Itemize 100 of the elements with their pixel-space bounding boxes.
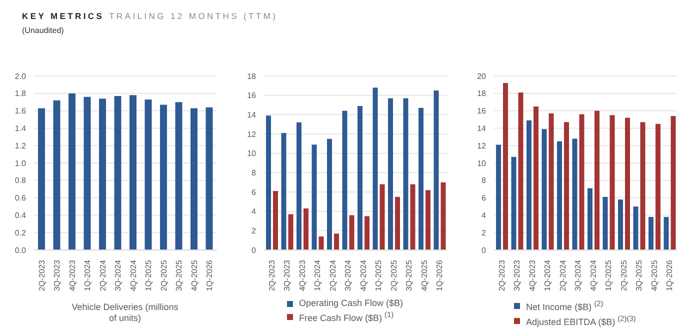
- y-tick-label: 4: [252, 207, 257, 216]
- bar: [496, 144, 501, 250]
- x-tick-label: 2Q-2024: [98, 259, 108, 292]
- legend-label: Adjusted EBITDA ($B) $^{(2)(3)}$: [526, 313, 636, 328]
- y-tick-label: 20: [477, 72, 487, 81]
- bar: [206, 107, 213, 250]
- x-tick-label: 1Q-2024: [313, 259, 322, 292]
- bar: [426, 190, 430, 250]
- bar: [304, 208, 308, 250]
- bar: [564, 122, 569, 250]
- bar: [144, 99, 152, 250]
- y-tick-label: 8: [482, 176, 487, 186]
- bar: [503, 82, 508, 250]
- bar: [84, 96, 91, 250]
- legend-label: Net Income ($B) $^{(2)}$: [526, 298, 604, 313]
- x-tick-label: 3Q-2024: [344, 259, 353, 292]
- y-tick-label: 0: [252, 246, 257, 255]
- bar: [175, 102, 182, 250]
- y-tick-label: 0: [482, 246, 487, 255]
- bar: [114, 96, 122, 250]
- bar: [342, 110, 348, 250]
- y-tick-label: 16: [247, 91, 257, 100]
- y-tick-label: 10: [477, 158, 487, 168]
- bar: [579, 114, 584, 250]
- y-tick-label: 18: [247, 72, 257, 81]
- x-tick-label: 3Q-2023: [282, 259, 292, 292]
- bar: [395, 196, 400, 250]
- bar: [273, 191, 278, 250]
- x-tick-label: 2Q-2024: [558, 259, 568, 292]
- bar: [557, 141, 562, 250]
- y-tick-label: 2: [482, 228, 487, 238]
- y-tick-label: 0.6: [14, 194, 27, 203]
- y-tick-label: 10: [247, 149, 257, 158]
- bar: [388, 98, 393, 250]
- x-tick-label: 2Q-2023: [497, 259, 506, 292]
- y-tick-label: 1.0: [14, 158, 27, 168]
- x-tick-label: 4Q-2025: [420, 259, 429, 292]
- x-tick-label: 3Q-2025: [404, 259, 414, 292]
- y-tick-label: 4: [482, 211, 487, 220]
- bar: [334, 234, 339, 250]
- bar: [68, 93, 76, 250]
- bar: [518, 92, 524, 250]
- bar: [572, 138, 578, 250]
- bar: [160, 104, 167, 250]
- bar: [633, 206, 638, 250]
- x-tick-label: 1Q-2026: [205, 259, 214, 292]
- bar: [434, 90, 439, 250]
- x-tick-label: 2Q-2025: [389, 259, 398, 292]
- bar: [380, 184, 385, 250]
- x-tick-label: 3Q-2023: [52, 259, 62, 292]
- x-tick-label: 3Q-2025: [634, 259, 644, 292]
- y-tick-label: 18: [477, 89, 487, 98]
- bar: [670, 116, 676, 250]
- y-tick-label: 0.4: [14, 211, 27, 220]
- bar: [656, 124, 660, 250]
- y-tick-label: 0.8: [14, 176, 27, 186]
- bar: [266, 116, 271, 250]
- bar: [312, 144, 317, 250]
- y-tick-label: 6: [482, 194, 487, 203]
- bar: [358, 106, 362, 250]
- y-tick-label: 14: [247, 110, 257, 120]
- x-tick-label: 3Q-2023: [512, 259, 522, 292]
- x-tick-label: 4Q-2024: [588, 259, 598, 292]
- bar: [594, 110, 600, 250]
- bar: [625, 118, 630, 250]
- x-tick-label: 4Q-2025: [650, 259, 659, 292]
- x-tick-label: 4Q-2023: [528, 259, 537, 292]
- bar: [548, 113, 554, 250]
- y-tick-label: 8: [252, 168, 257, 178]
- bar: [648, 216, 654, 250]
- bar: [664, 216, 669, 250]
- x-tick-label: 2Q-2024: [328, 259, 338, 292]
- bar: [602, 196, 608, 250]
- x-tick-label: 1Q-2024: [543, 259, 552, 292]
- y-tick-label: 0.0: [14, 246, 27, 255]
- x-tick-label: 2Q-2023: [37, 259, 46, 292]
- y-tick-label: 1.2: [14, 141, 27, 150]
- x-tick-label: 4Q-2024: [128, 259, 138, 292]
- x-tick-label: 1Q-2026: [435, 259, 444, 292]
- bar: [318, 236, 324, 250]
- x-tick-label: 4Q-2023: [68, 259, 77, 292]
- bar: [296, 122, 302, 250]
- bar: [610, 115, 615, 250]
- x-tick-label: 4Q-2025: [190, 259, 199, 292]
- bar: [440, 182, 446, 250]
- bar: [534, 106, 538, 250]
- bar: [526, 120, 532, 250]
- x-tick-label: 1Q-2025: [144, 259, 154, 292]
- bar: [418, 108, 424, 250]
- bar: [372, 88, 378, 250]
- x-tick-label: 4Q-2024: [358, 259, 368, 292]
- legend-label: Free Cash Flow ($B) $^{(1)}$: [298, 309, 394, 324]
- bar: [288, 214, 294, 250]
- chart-title: KEY METRICS: [22, 11, 104, 21]
- bar: [53, 100, 60, 250]
- y-tick-label: 14: [477, 124, 487, 134]
- y-tick-label: 16: [477, 106, 487, 116]
- y-tick-label: 12: [477, 141, 487, 150]
- y-tick-label: 0.2: [14, 228, 27, 238]
- bar: [640, 122, 646, 250]
